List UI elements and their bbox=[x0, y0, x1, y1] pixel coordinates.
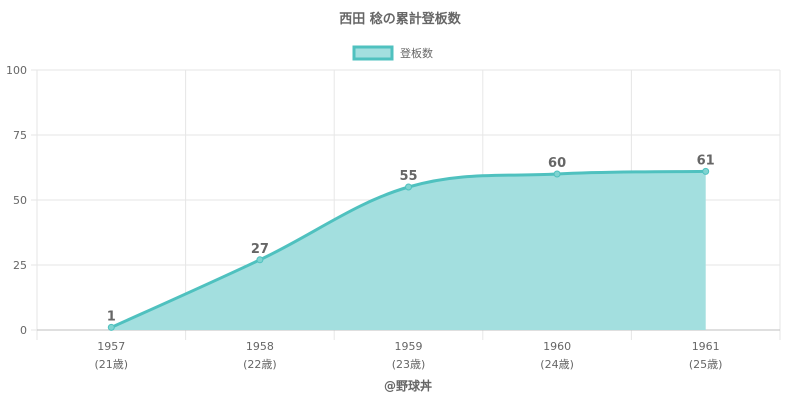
data-label: 55 bbox=[399, 169, 417, 184]
data-point bbox=[256, 256, 264, 264]
x-tick-sublabel: (25歳) bbox=[689, 358, 723, 371]
y-tick-label: 25 bbox=[13, 259, 27, 272]
series-area-fill bbox=[111, 171, 706, 330]
y-tick-label: 75 bbox=[13, 129, 27, 142]
legend-label: 登板数 bbox=[400, 46, 433, 60]
data-point bbox=[702, 167, 710, 175]
data-label: 60 bbox=[548, 156, 566, 171]
x-axis: 1957 (21歳) 1958 (22歳) 1959 (23歳) 1960 (24歳) 1961… bbox=[95, 340, 723, 371]
data-points: 1 27 55 60 61 bbox=[107, 153, 715, 331]
legend-swatch bbox=[352, 45, 394, 61]
footer-credit: @野球丼 bbox=[384, 378, 432, 393]
x-tick-sublabel: (21歳) bbox=[95, 358, 129, 371]
x-tick-label: 1957 bbox=[97, 340, 125, 353]
y-tick-label: 0 bbox=[20, 324, 27, 337]
data-label: 61 bbox=[697, 153, 715, 168]
y-axis: 0 25 50 75 100 bbox=[6, 64, 27, 337]
data-label: 27 bbox=[251, 242, 269, 257]
data-label: 1 bbox=[107, 309, 116, 324]
legend[interactable]: 登板数 bbox=[352, 45, 433, 61]
x-tick-sublabel: (23歳) bbox=[392, 358, 426, 371]
x-tick-label: 1958 bbox=[246, 340, 274, 353]
x-tick-label: 1959 bbox=[395, 340, 423, 353]
y-tick-label: 50 bbox=[13, 194, 27, 207]
x-tick-label: 1961 bbox=[692, 340, 720, 353]
y-tick-label: 100 bbox=[6, 64, 27, 77]
data-point bbox=[107, 323, 115, 331]
x-tick-label: 1960 bbox=[543, 340, 571, 353]
data-point bbox=[553, 170, 561, 178]
data-point bbox=[405, 183, 412, 191]
series-area bbox=[110, 169, 706, 330]
x-tick-sublabel: (24歳) bbox=[540, 358, 574, 371]
chart-title: 西田 稔の累計登板数 bbox=[339, 11, 462, 27]
x-tick-sublabel: (22歳) bbox=[243, 358, 277, 371]
